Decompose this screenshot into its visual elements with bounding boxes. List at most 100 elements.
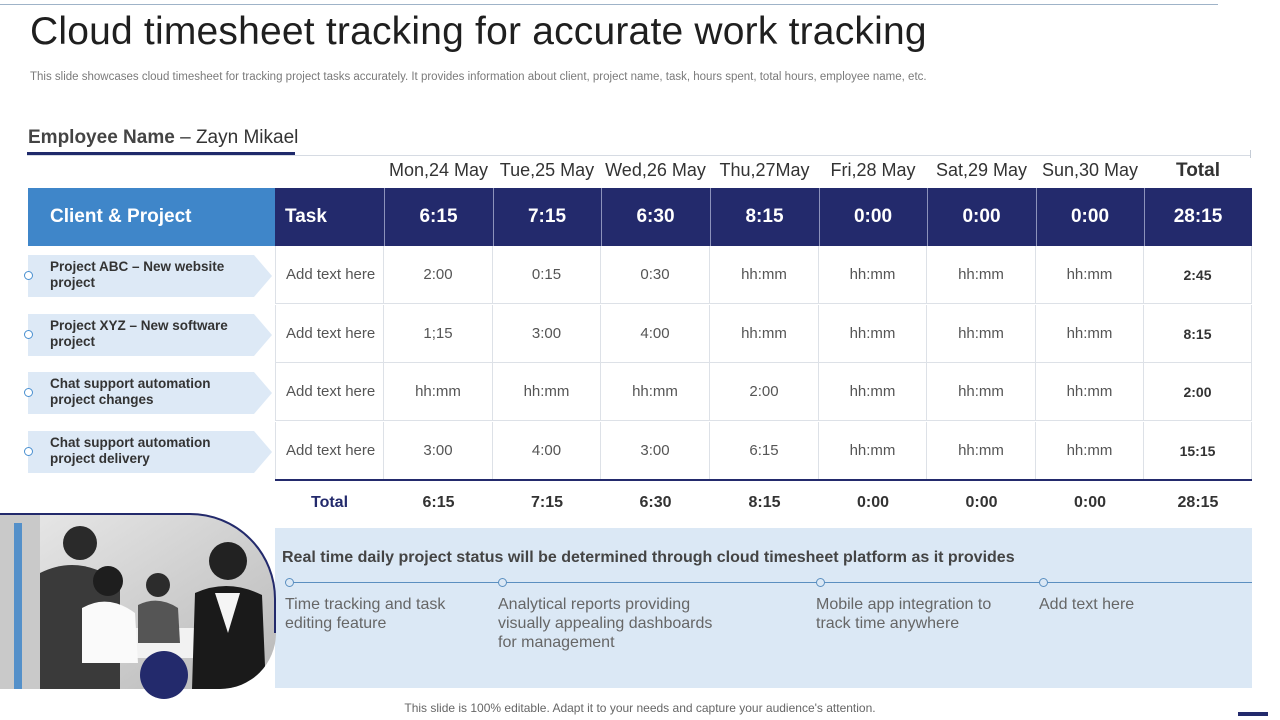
header-day-total: 7:15 bbox=[493, 188, 601, 246]
hours-cell[interactable]: 3:00 bbox=[601, 421, 710, 480]
bullet-dot-icon bbox=[24, 271, 33, 280]
header-separator bbox=[819, 188, 820, 246]
total-value: 6:30 bbox=[639, 494, 672, 511]
task-cell[interactable]: Add text here bbox=[275, 421, 384, 480]
hours-cell[interactable]: 2:00 bbox=[384, 246, 493, 304]
day-header: Tue,25 May bbox=[499, 160, 595, 180]
hours-cell[interactable]: 2:00 bbox=[710, 363, 819, 421]
header-separator bbox=[1036, 188, 1037, 246]
hours-cell[interactable]: hh:mm bbox=[819, 246, 927, 304]
hours-cell[interactable]: hh:mm bbox=[1036, 304, 1144, 363]
project-name: Chat support automation project delivery bbox=[50, 434, 211, 466]
bullet-dot-icon bbox=[24, 329, 33, 339]
timeline-line bbox=[288, 582, 1252, 583]
project-label: Chat support automation project changes bbox=[28, 372, 272, 414]
project-label: Chat support automation project delivery bbox=[28, 430, 272, 473]
header-separator bbox=[1144, 188, 1145, 246]
header-day-total: 8:15 bbox=[710, 188, 819, 246]
row-total-cell: 15:15 bbox=[1144, 421, 1252, 480]
total-value: 7:15 bbox=[530, 494, 564, 511]
hours-cell[interactable]: hh:mm bbox=[1036, 363, 1144, 421]
hours-cell[interactable]: 0:15 bbox=[493, 246, 601, 304]
header-separator bbox=[384, 188, 385, 246]
footer-note: This slide is 100% editable. Adapt it to… bbox=[404, 701, 876, 715]
project-name: Project ABC – New website project bbox=[50, 259, 225, 290]
client-project-header: Client & Project bbox=[28, 188, 275, 246]
project-chevron bbox=[28, 313, 272, 356]
hours-cell[interactable]: 3:00 bbox=[384, 421, 493, 480]
total-value: 28:15 bbox=[1177, 494, 1219, 511]
divider bbox=[27, 155, 1251, 156]
total-value: 8:15 bbox=[748, 494, 781, 511]
total-value: 0:00 bbox=[856, 494, 890, 511]
header-separator bbox=[601, 188, 602, 246]
day-header: Mon,24 May bbox=[388, 160, 489, 180]
timesheet-grid: Add text here 2:00 0:15 0:30 hh:mm hh:mm hh:mm… bbox=[275, 246, 1252, 480]
hours-cell[interactable]: 3:00 bbox=[493, 304, 601, 363]
hours-cell[interactable]: hh:mm bbox=[384, 363, 493, 421]
hours-cell[interactable]: hh:mm bbox=[927, 363, 1036, 421]
timeline-dot-icon bbox=[816, 578, 825, 587]
hours-cell[interactable]: hh:mm bbox=[710, 304, 819, 363]
corner-accent bbox=[1238, 712, 1268, 716]
employee-name: Employee Name – Zayn Mikael bbox=[28, 127, 298, 149]
total-value: 0:00 bbox=[1073, 494, 1107, 511]
grid-bottom-rule bbox=[275, 479, 1252, 481]
slide-subtitle: This slide showcases cloud timesheet for… bbox=[30, 71, 927, 83]
hours-cell[interactable]: hh:mm bbox=[1036, 421, 1144, 480]
project-name: Project XYZ – New software project bbox=[50, 317, 228, 349]
hours-cell[interactable]: 0:30 bbox=[601, 246, 710, 304]
timeline-dot-icon bbox=[498, 578, 507, 587]
total-value: 6:15 bbox=[422, 494, 455, 511]
project-name: Chat support automation project changes bbox=[50, 376, 211, 407]
day-header: Sun,30 May bbox=[1041, 160, 1139, 180]
total-column-header: Total bbox=[1176, 160, 1220, 181]
hours-cell[interactable]: 4:00 bbox=[493, 421, 601, 480]
project-label: Project XYZ – New software project bbox=[28, 313, 272, 356]
day-header: Sat,29 May bbox=[935, 160, 1028, 180]
hours-cell[interactable]: hh:mm bbox=[927, 246, 1036, 304]
bullet-dot-icon bbox=[24, 388, 33, 397]
hours-cell[interactable]: hh:mm bbox=[819, 363, 927, 421]
hours-cell[interactable]: hh:mm bbox=[819, 304, 927, 363]
employee-separator: – bbox=[180, 127, 191, 148]
hours-cell[interactable]: 1;15 bbox=[384, 304, 493, 363]
row-total-cell: 2:45 bbox=[1144, 246, 1252, 304]
slide-title: Cloud timesheet tracking for accurate wo… bbox=[30, 10, 927, 53]
hours-cell[interactable]: hh:mm bbox=[927, 304, 1036, 363]
header-day-total: 0:00 bbox=[927, 188, 1036, 246]
task-cell[interactable]: Add text here bbox=[275, 304, 384, 363]
hours-cell[interactable]: 4:00 bbox=[601, 304, 710, 363]
status-point: Time tracking and task editing feature bbox=[285, 596, 446, 632]
day-header: Wed,26 May bbox=[605, 160, 706, 180]
project-chevron bbox=[28, 255, 272, 297]
row-total-cell: 2:00 bbox=[1144, 363, 1252, 421]
hours-cell[interactable]: hh:mm bbox=[1036, 246, 1144, 304]
header-day-total: 0:00 bbox=[1036, 188, 1144, 246]
header-separator bbox=[710, 188, 711, 246]
total-value: 0:00 bbox=[965, 494, 998, 511]
row-total-cell: 8:15 bbox=[1144, 304, 1252, 363]
status-point: Mobile app integration to track time any… bbox=[816, 596, 992, 632]
hours-cell[interactable]: hh:mm bbox=[819, 421, 927, 480]
header-day-total: 0:00 bbox=[819, 188, 927, 246]
hours-cell[interactable]: hh:mm bbox=[493, 363, 601, 421]
hours-cell[interactable]: 6:15 bbox=[710, 421, 819, 480]
header-separator bbox=[927, 188, 928, 246]
task-cell[interactable]: Add text here bbox=[275, 246, 384, 304]
day-header: Thu,27May bbox=[719, 160, 810, 180]
hours-cell[interactable]: hh:mm bbox=[927, 421, 1036, 480]
project-chevron bbox=[28, 372, 272, 414]
header-day-total: 6:30 bbox=[601, 188, 710, 246]
header-day-total: 6:15 bbox=[384, 188, 493, 246]
timeline-dot-icon bbox=[1039, 578, 1048, 587]
task-cell[interactable]: Add text here bbox=[275, 363, 384, 421]
employee-underline bbox=[27, 152, 295, 155]
decorative-circle bbox=[140, 651, 188, 699]
day-header: Fri,28 May bbox=[830, 160, 916, 180]
project-chevron bbox=[28, 430, 272, 473]
hours-cell[interactable]: hh:mm bbox=[710, 246, 819, 304]
hours-cell[interactable]: hh:mm bbox=[601, 363, 710, 421]
header-separator bbox=[493, 188, 494, 246]
status-band bbox=[275, 528, 1252, 688]
